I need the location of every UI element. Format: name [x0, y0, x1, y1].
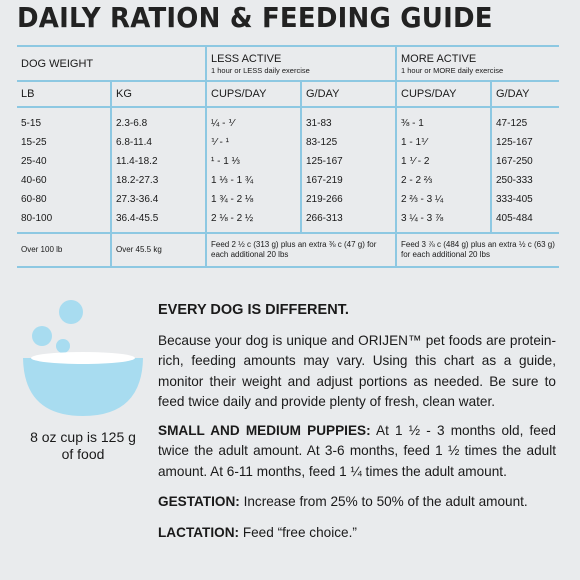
table-header-row: DOG WEIGHT LESS ACTIVE 1 hour or LESS da…	[17, 45, 559, 82]
cell: 15-25	[21, 137, 47, 148]
over-more-active: Feed 3 ⅞ c (484 g) plus an extra ½ c (63…	[395, 232, 559, 268]
cell: 125-167	[300, 152, 396, 171]
cell: 125-167	[490, 133, 559, 152]
cell: 47-125	[490, 107, 559, 133]
col-less-g: G/DAY	[300, 81, 396, 108]
bowl-icon	[23, 300, 143, 416]
cell: 25-40	[21, 156, 47, 167]
col-less-cups: CUPS/DAY	[205, 81, 301, 108]
cell: ⅜ - 1	[395, 107, 491, 133]
less-active-sub: 1 hour or LESS daily exercise	[211, 65, 310, 75]
over-kg: Over 45.5 kg	[110, 232, 206, 268]
gestation-paragraph: GESTATION: Increase from 25% to 50% of t…	[158, 492, 556, 513]
more-active-sub: 1 hour or MORE daily exercise	[401, 65, 504, 75]
col-lb: LB	[17, 81, 111, 108]
puppies-paragraph: SMALL AND MEDIUM PUPPIES: At 1 ½ - 3 mon…	[158, 421, 556, 483]
cell: 80-100	[21, 213, 53, 224]
cell: 3 ¼ - 3 ⅞	[395, 209, 491, 233]
feeding-table: DOG WEIGHT LESS ACTIVE 1 hour or LESS da…	[17, 45, 559, 268]
cell: 1 ¾ - 2 ⅛	[205, 190, 301, 209]
bowl-illustration	[18, 298, 148, 418]
less-active-label: LESS ACTIVE	[211, 52, 282, 65]
cell: 266-313	[300, 209, 396, 233]
puppies-text: At 1 ½ - 3 months old, feed twice the ad…	[158, 422, 556, 479]
cell: 2.3-6.8	[110, 107, 206, 133]
table-row-over: Over 100 lb Over 45.5 kg Feed 2 ½ c (313…	[17, 232, 559, 268]
cell: 11.4-18.2	[110, 152, 206, 171]
cell: ¼ - ⅟	[205, 107, 301, 133]
cell: 2 - 2 ⅔	[395, 171, 491, 190]
cell: 219-266	[300, 190, 396, 209]
cell: 167-250	[490, 152, 559, 171]
column-header-row: LB KG CUPS/DAY G/DAY CUPS/DAY G/DAY	[17, 81, 559, 108]
cell: ⅟ - ¹	[205, 133, 301, 152]
col-more-cups: CUPS/DAY	[395, 81, 491, 108]
cell: 1 ⅓ - 1 ¾	[205, 171, 301, 190]
cell: 167-219	[300, 171, 396, 190]
table-row: 80-100 36.4-45.5 2 ⅛ - 2 ½ 266-313 3 ¼ - 3 ⅞…	[17, 209, 559, 233]
intro-paragraph: Because your dog is unique and ORIJEN™ p…	[158, 332, 556, 410]
over-lb: Over 100 lb	[17, 232, 111, 268]
page-title: DAILY RATION & FEEDING GUIDE	[17, 3, 493, 35]
more-active-header: MORE ACTIVE 1 hour or MORE daily exercis…	[395, 45, 559, 82]
water-drop-icon	[56, 339, 70, 353]
bowl-body-icon	[23, 358, 143, 416]
more-active-label: MORE ACTIVE	[401, 52, 477, 65]
cup-note: 8 oz cup is 125 g of food	[30, 429, 136, 462]
table-row: 25-40 11.4-18.2 ¹ - 1 ⅓ 125-167 1 ⅟ - 2 167-2…	[17, 152, 559, 171]
cell: 27.3-36.4	[110, 190, 206, 209]
table-row: 5-15 2.3-6.8 ¼ - ⅟ 31-83 ⅜ - 1 47-125	[17, 107, 559, 133]
cell: 31-83	[300, 107, 396, 133]
cell: 1 ⅟ - 2	[395, 152, 491, 171]
lactation-label: LACTATION:	[158, 524, 240, 540]
table-row: 40-60 18.2-27.3 1 ⅓ - 1 ¾ 167-219 2 - 2 ⅔ 250…	[17, 171, 559, 190]
lactation-text: Feed “free choice.”	[239, 524, 357, 540]
cell: 6.8-11.4	[110, 133, 206, 152]
cell: 250-333	[490, 171, 559, 190]
table-row: 15-25 6.8-11.4 ⅟ - ¹ 83-125 1 - 1⅟ 125-167	[17, 133, 559, 152]
bowl-rim-icon	[31, 352, 135, 364]
cell: 2 ⅛ - 2 ½	[205, 209, 301, 233]
cell: 60-80	[21, 194, 47, 205]
gestation-label: GESTATION:	[158, 494, 240, 509]
cell: 40-60	[21, 175, 47, 186]
gestation-text: Increase from 25% to 50% of the adult am…	[239, 494, 528, 509]
cell: 333-405	[490, 190, 559, 209]
lactation-paragraph: LACTATION: Feed “free choice.”	[158, 523, 556, 544]
col-more-g: G/DAY	[490, 81, 559, 108]
col-kg: KG	[110, 81, 206, 108]
cell: 36.4-45.5	[110, 209, 206, 233]
feeding-notes: EVERY DOG IS DIFFERENT. Because your dog…	[158, 300, 556, 551]
cell: 1 - 1⅟	[395, 133, 491, 152]
notes-heading: EVERY DOG IS DIFFERENT.	[158, 302, 349, 318]
puppies-label: SMALL AND MEDIUM PUPPIES:	[158, 422, 371, 438]
dog-weight-header: DOG WEIGHT	[17, 45, 206, 82]
cell: ¹ - 1 ⅓	[205, 152, 301, 171]
over-less-active: Feed 2 ½ c (313 g) plus an extra ⅜ c (47…	[205, 232, 396, 268]
cell: 83-125	[300, 133, 396, 152]
water-drop-icon	[32, 326, 52, 346]
cell: 5-15	[21, 118, 42, 129]
water-drop-icon	[59, 300, 83, 324]
cell: 405-484	[490, 209, 559, 233]
less-active-header: LESS ACTIVE 1 hour or LESS daily exercis…	[205, 45, 396, 82]
cell: 18.2-27.3	[110, 171, 206, 190]
cell: 2 ⅔ - 3 ¼	[395, 190, 491, 209]
